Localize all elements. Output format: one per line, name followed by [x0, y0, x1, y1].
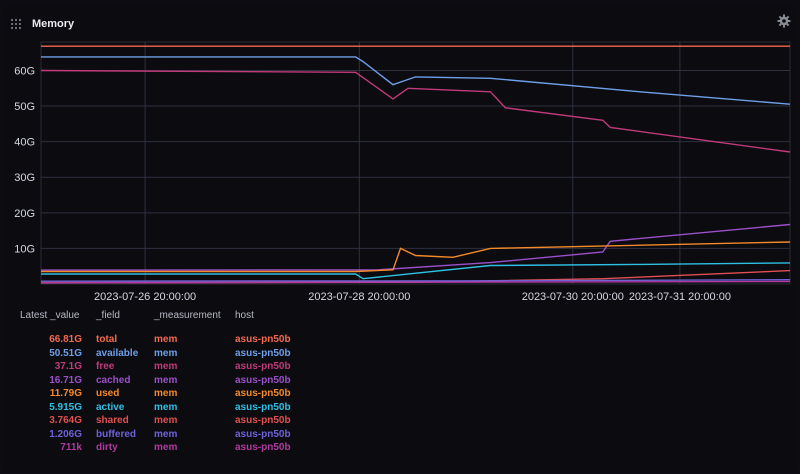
x-tick-label: 2023-07-30 20:00:00	[522, 291, 624, 303]
legend-value: 1.206G	[49, 428, 82, 440]
legend-field: used	[96, 388, 120, 399]
series-line-free	[40, 69, 791, 153]
legend-field: buffered	[96, 428, 136, 440]
legend-value: 66.81G	[49, 334, 82, 345]
legend-value: 50.51G	[49, 347, 82, 359]
legend-measurement: mem	[154, 442, 178, 453]
y-tick-label: 20G	[14, 208, 35, 220]
series-line-used	[41, 241, 791, 273]
legend-host: asus-pn50b	[235, 428, 291, 440]
legend-field: dirty	[96, 442, 118, 453]
y-tick-label: 50G	[14, 101, 35, 113]
legend-header-value: Latest _value	[20, 310, 80, 321]
legend-value: 11.79G	[49, 388, 82, 399]
legend-value: 37.1G	[54, 361, 82, 372]
legend-field: cached	[96, 374, 131, 386]
panel-header: Memory	[10, 14, 74, 34]
legend-header-field: _field	[96, 310, 120, 321]
legend-value: 16.71G	[49, 374, 82, 386]
series-line-available	[41, 56, 791, 105]
legend-host: asus-pn50b	[235, 415, 291, 426]
legend-measurement: mem	[154, 361, 178, 372]
legend-measurement: mem	[154, 334, 178, 345]
legend-host: asus-pn50b	[235, 401, 291, 413]
x-tick-label: 2023-07-28 20:00:00	[308, 291, 410, 303]
legend-field: available	[96, 347, 139, 359]
plot-area	[40, 41, 791, 285]
x-tick-label: 2023-07-31 20:00:00	[629, 291, 731, 303]
legend-host: asus-pn50b	[235, 361, 291, 372]
legend-measurement: mem	[154, 374, 178, 386]
legend-host: asus-pn50b	[235, 442, 291, 453]
legend-measurement: mem	[154, 428, 178, 440]
memory-line-chart[interactable]: 60G 50G 40G 30G 20G 10G 2023-07-26 20:00:00 202…	[0, 0, 800, 310]
legend-host: asus-pn50b	[235, 388, 291, 399]
legend-host: asus-pn50b	[235, 334, 291, 345]
legend-field: shared	[96, 415, 129, 426]
legend-value: 711k	[60, 442, 82, 453]
legend-header-measurement: _measurement	[154, 310, 221, 321]
drag-handle-icon[interactable]	[10, 18, 22, 30]
legend-measurement: mem	[154, 388, 178, 399]
legend-value: 3.764G	[49, 415, 82, 426]
legend-field: total	[96, 334, 118, 345]
legend-measurement: mem	[154, 415, 178, 426]
legend-measurement: mem	[154, 401, 178, 413]
legend-header-host: host	[235, 310, 254, 321]
legend-host: asus-pn50b	[235, 374, 291, 386]
series-line-dirty	[40, 280, 791, 284]
y-tick-label: 40G	[14, 137, 35, 149]
y-tick-label: 60G	[14, 65, 35, 77]
panel-title: Memory	[32, 18, 75, 30]
legend-value: 5.915G	[49, 401, 82, 413]
legend-field: active	[96, 401, 125, 413]
gear-icon[interactable]	[777, 14, 791, 28]
legend-measurement: mem	[154, 347, 178, 359]
legend-host: asus-pn50b	[235, 347, 291, 359]
y-tick-label: 10G	[14, 243, 35, 255]
series-line-buffered	[40, 279, 791, 282]
y-tick-label: 30G	[14, 172, 35, 184]
legend-field: free	[96, 361, 115, 372]
x-tick-label: 2023-07-26 20:00:00	[94, 291, 196, 303]
series-line-active	[41, 262, 791, 280]
series-line-cached	[40, 223, 791, 271]
